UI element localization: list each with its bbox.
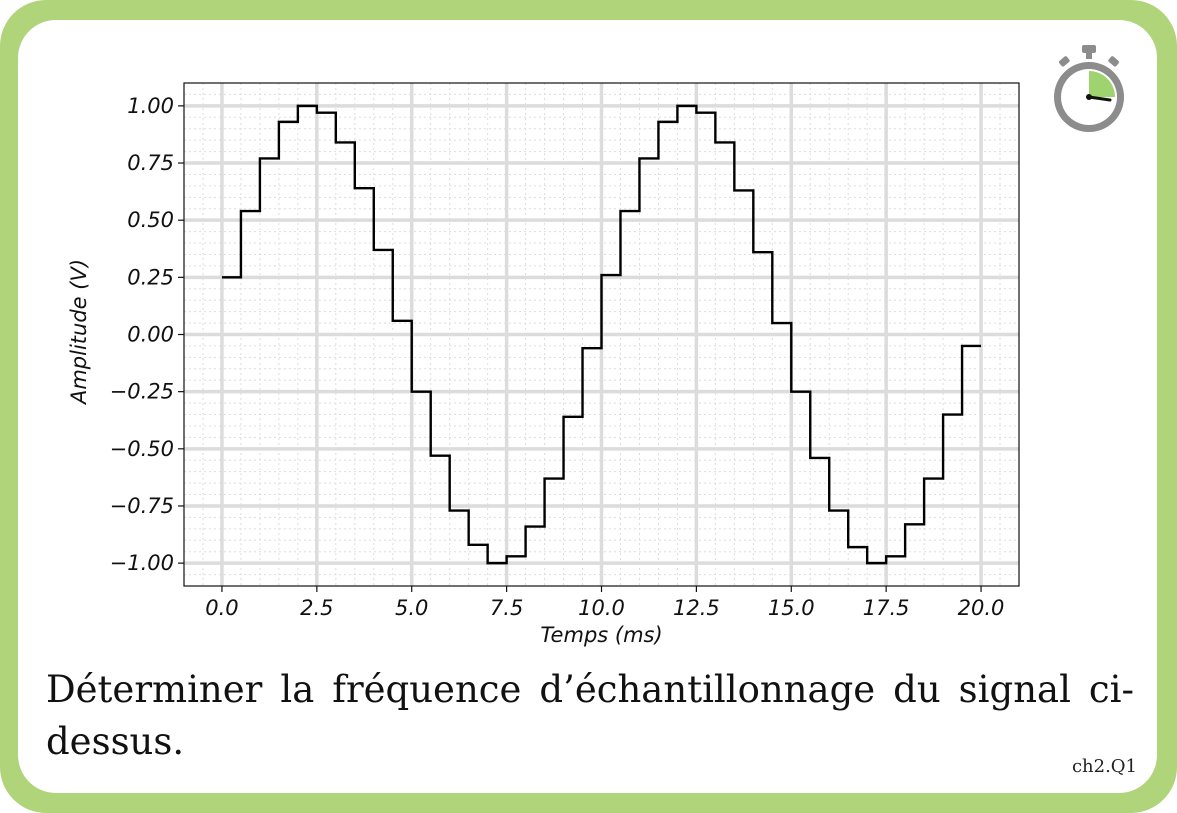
y-tick-label: 0.00 [127, 323, 174, 347]
card-body [18, 20, 1157, 793]
x-tick-label: 10.0 [578, 596, 625, 620]
y-tick-label: 1.00 [127, 94, 174, 118]
x-tick-label: 2.5 [300, 596, 333, 620]
x-tick-label: 20.0 [958, 596, 1005, 620]
y-tick-label: −0.25 [110, 380, 174, 404]
y-tick-label: 0.50 [127, 208, 174, 232]
stopwatch-icon [1054, 45, 1124, 132]
y-tick-label: 0.75 [127, 151, 174, 175]
x-tick-label: 12.5 [673, 596, 720, 620]
y-ticks: 1.00 0.75 0.50 0.25 0.00 −0.25 −0.50 −0.75 −1.00 [110, 94, 184, 575]
question-reference: ch2.Q1 [1071, 756, 1137, 777]
y-tick-label: 0.25 [127, 265, 174, 289]
x-tick-label: 15.0 [768, 596, 815, 620]
timer-elapsed-wedge [1089, 71, 1115, 97]
y-tick-label: −0.75 [110, 494, 174, 518]
y-tick-label: −0.50 [110, 437, 174, 461]
x-axis-title: Temps (ms) [540, 623, 662, 647]
x-tick-label: 17.5 [863, 596, 910, 620]
signal-step-line [221, 104, 982, 565]
question-text: Déterminer la fréquence d’échantillonnag… [46, 668, 1134, 763]
x-tick-label: 7.5 [490, 596, 523, 620]
x-tick-label: 5.0 [395, 596, 428, 620]
x-tick-label: 0.0 [205, 596, 238, 620]
y-tick-label: −1.00 [110, 551, 174, 575]
y-axis-title: Amplitude (V) [67, 259, 91, 406]
x-ticks: 0.0 2.5 5.0 7.5 10.0 12.5 15.0 17.5 20.0 [205, 586, 1004, 620]
